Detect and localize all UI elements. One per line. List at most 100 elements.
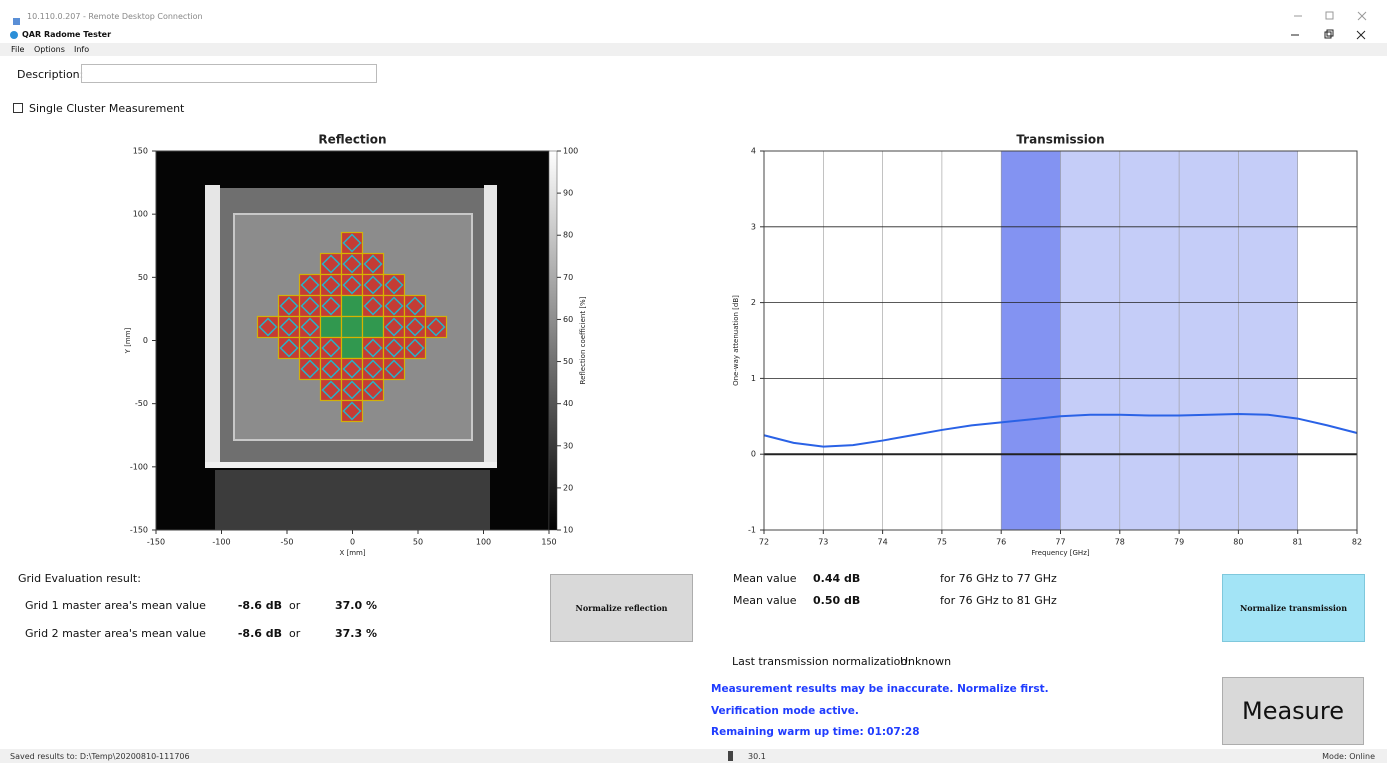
grid-cell <box>405 296 426 317</box>
holder-bottom <box>205 462 497 468</box>
y-tick-label: 0 <box>143 336 148 345</box>
grid-cell <box>321 254 342 275</box>
remote-controls <box>1294 12 1366 20</box>
y-tick-label: 50 <box>138 273 148 282</box>
base-area <box>215 470 490 530</box>
y-tick-label: 0 <box>751 450 756 459</box>
grid-cell <box>363 359 384 380</box>
grid-cell <box>342 359 363 380</box>
menu-item[interactable]: Info <box>74 46 89 54</box>
grid-cell <box>321 317 342 338</box>
colorbar-tick-label: 80 <box>563 231 573 240</box>
description-label: Description: <box>17 69 83 80</box>
temperature: 30.1 <box>748 753 766 761</box>
grid-cell <box>342 338 363 359</box>
x-axis-label: Frequency [GHz] <box>1031 549 1089 557</box>
grid-row-label: Grid 1 master area's mean value <box>25 600 206 611</box>
checkbox[interactable] <box>13 103 23 113</box>
grid-cell <box>279 338 300 359</box>
grid-row-db: -8.6 dB <box>220 600 282 611</box>
mean-range: for 76 GHz to 77 GHz <box>940 573 1057 584</box>
holder-left <box>205 185 220 467</box>
normalize-transmission-button[interactable]: Normalize transmission <box>1222 574 1365 642</box>
mean-value: 0.50 dB <box>813 595 860 606</box>
remote-title: 10.110.0.207 - Remote Desktop Connection <box>27 13 203 21</box>
status-message: Measurement results may be inaccurate. N… <box>711 683 1049 695</box>
colorbar-label: Reflection coefficient [%] <box>579 296 587 384</box>
y-tick-label: 150 <box>133 147 148 156</box>
grid-cell <box>279 296 300 317</box>
x-tick-label: -50 <box>280 538 293 547</box>
colorbar-tick-label: 50 <box>563 357 573 366</box>
x-tick-label: 72 <box>759 538 769 547</box>
measure-button[interactable]: Measure <box>1222 677 1364 745</box>
x-tick-label: 77 <box>1055 538 1065 547</box>
status-message: Remaining warm up time: 01:07:28 <box>711 726 920 738</box>
y-tick-label: 100 <box>133 210 148 219</box>
grid-cell <box>342 401 363 422</box>
grid-row-or: or <box>289 600 300 611</box>
grid-eval-title: Grid Evaluation result: <box>18 573 141 584</box>
chart-title: Transmission <box>1016 133 1104 147</box>
y-tick-label: 4 <box>751 147 756 156</box>
app-icon <box>10 31 18 39</box>
x-tick-label: 81 <box>1293 538 1303 547</box>
checkbox-label[interactable]: Single Cluster Measurement <box>29 103 184 114</box>
grid-cell <box>342 254 363 275</box>
x-tick-label: 80 <box>1233 538 1243 547</box>
x-tick-label: 82 <box>1352 538 1362 547</box>
x-tick-label: 75 <box>937 538 947 547</box>
normalization-value: Unknown <box>900 656 951 667</box>
normalization-label: Last transmission normalization: <box>732 656 911 667</box>
remote-icon <box>13 18 20 25</box>
colorbar-tick-label: 10 <box>563 526 573 535</box>
grid-cell <box>342 233 363 254</box>
grid-cell <box>300 275 321 296</box>
grid-cell <box>279 317 300 338</box>
grid-cell <box>300 317 321 338</box>
colorbar-tick-label: 60 <box>563 315 573 324</box>
app-controls[interactable] <box>1291 30 1365 39</box>
x-tick-label: 74 <box>878 538 888 547</box>
grid-cell <box>363 275 384 296</box>
grid-cell <box>363 338 384 359</box>
x-tick-label: 150 <box>541 538 556 547</box>
frequency-band <box>1001 151 1060 530</box>
normalize-reflection-button[interactable]: Normalize reflection <box>550 574 693 642</box>
colorbar <box>549 151 557 530</box>
grid-row-db: -8.6 dB <box>220 628 282 639</box>
holder-right <box>484 185 497 467</box>
x-tick-label: 73 <box>818 538 828 547</box>
mean-label: Mean value <box>733 595 797 606</box>
grid-cell <box>321 275 342 296</box>
grid-cell <box>405 338 426 359</box>
charts: Reflection-150-100-50050100150-150-100-5… <box>124 133 1362 558</box>
thermometer-icon <box>728 751 733 761</box>
status-bar <box>0 749 1387 763</box>
grid-cell <box>300 296 321 317</box>
x-tick-label: 79 <box>1174 538 1184 547</box>
grid-cell <box>342 317 363 338</box>
app-window: Reflection-150-100-50050100150-150-100-5… <box>0 0 1387 763</box>
x-tick-label: 78 <box>1115 538 1125 547</box>
menu-bar <box>0 43 1387 56</box>
grid-cell <box>405 317 426 338</box>
y-tick-label: -1 <box>748 526 756 535</box>
grid-row-percent: 37.3 % <box>335 628 377 639</box>
menu-item[interactable]: Options <box>34 46 65 54</box>
mean-label: Mean value <box>733 573 797 584</box>
menu-item[interactable]: File <box>11 46 24 54</box>
grid-cell <box>384 359 405 380</box>
grid-row-percent: 37.0 % <box>335 600 377 611</box>
y-tick-label: 3 <box>751 222 756 231</box>
description-input[interactable] <box>81 64 377 83</box>
grid-cell <box>342 275 363 296</box>
mean-value: 0.44 dB <box>813 573 860 584</box>
saved-path: Saved results to: D:\Temp\20200810-11170… <box>10 753 190 761</box>
x-tick-label: 50 <box>413 538 423 547</box>
grid-cell <box>321 380 342 401</box>
grid-cell <box>342 296 363 317</box>
grid-cell <box>258 317 279 338</box>
y-tick-label: -50 <box>135 399 148 408</box>
x-tick-label: -100 <box>212 538 230 547</box>
